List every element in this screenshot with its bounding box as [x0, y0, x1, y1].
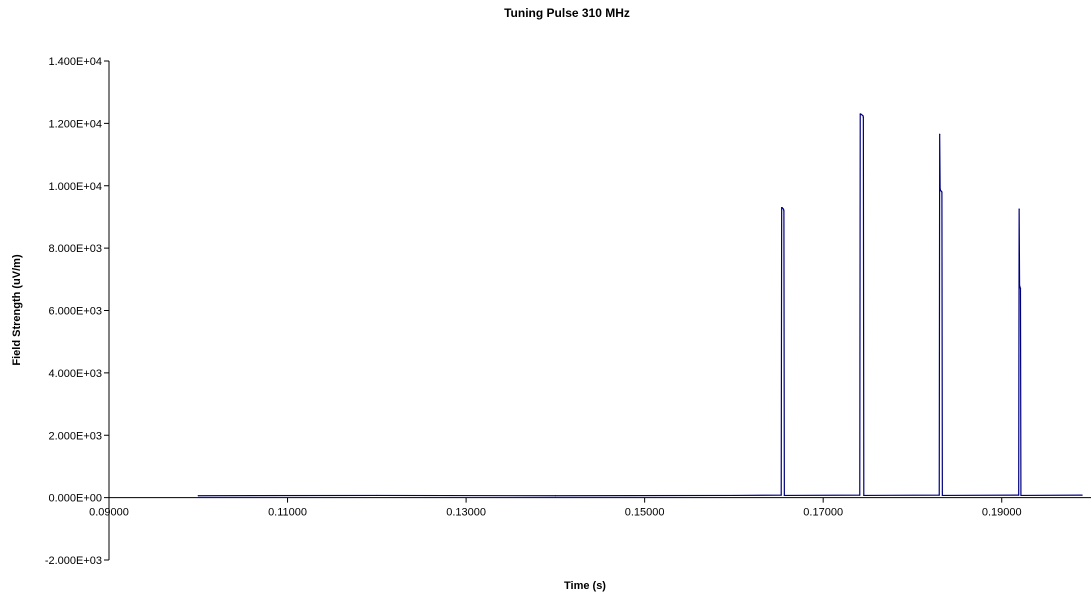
y-tick-label: 2.000E+03: [48, 430, 102, 442]
data-point: [941, 191, 943, 193]
data-point: [780, 494, 782, 496]
data-point: [941, 494, 943, 497]
series-line: [198, 113, 1083, 497]
y-tick-label: 4.000E+03: [48, 368, 102, 380]
data-point: [783, 494, 785, 497]
y-axis-label: Field Strength (uV/m): [11, 254, 23, 366]
data-point: [783, 210, 785, 212]
data-point: [939, 188, 941, 190]
data-point: [376, 494, 378, 497]
data-point: [1018, 494, 1020, 496]
data-point: [862, 116, 864, 118]
y-tick-label: 1.000E+04: [48, 181, 102, 193]
y-axis: -2.000E+03 0.000E+00 2.000E+03 4.000E+03 6.0…: [45, 56, 110, 567]
y-tick-label: 0.000E+00: [48, 493, 102, 505]
data-point: [781, 206, 783, 209]
data-point: [197, 495, 199, 497]
data-point: [939, 189, 942, 192]
data-point: [939, 133, 941, 135]
x-tick-label: 0.17000: [803, 507, 843, 519]
data-point: [862, 114, 864, 117]
data-point: [782, 208, 785, 210]
data-point: [860, 113, 862, 115]
y-tick-label: 1.400E+04: [48, 56, 102, 68]
data-point: [1020, 494, 1022, 497]
data-point: [554, 495, 556, 497]
x-tick-label: 0.11000: [268, 507, 307, 519]
data-point: [1018, 284, 1021, 287]
data-point: [1019, 288, 1022, 290]
x-tick-label: 0.09000: [89, 507, 129, 519]
x-tick-label: 0.15000: [625, 507, 665, 519]
data-point: [733, 494, 735, 497]
data-point: [859, 494, 861, 496]
x-axis: 0.09000 0.11000 0.13000 0.15000 0.17000 0.190…: [89, 497, 1091, 519]
chart-title: Tuning Pulse 310 MHz: [504, 6, 630, 20]
data-point: [1019, 286, 1021, 288]
x-tick-label: 0.19000: [982, 507, 1022, 519]
data-point: [1081, 494, 1083, 496]
series-layer: [197, 113, 1083, 497]
data-point: [1018, 208, 1020, 210]
y-tick-label: 1.200E+04: [48, 118, 102, 130]
data-point: [938, 494, 940, 496]
x-tick-label: 0.13000: [446, 507, 486, 519]
y-tick-label: 8.000E+03: [48, 243, 102, 255]
y-tick-label: 6.000E+03: [48, 306, 102, 318]
data-point: [863, 494, 865, 497]
y-tick-label: -2.000E+03: [45, 555, 102, 567]
x-axis-label: Time (s): [564, 580, 606, 592]
